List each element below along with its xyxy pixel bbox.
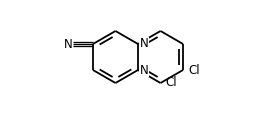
Text: Cl: Cl xyxy=(188,63,200,76)
Text: N: N xyxy=(140,38,148,51)
Text: N: N xyxy=(140,63,148,76)
Text: Cl: Cl xyxy=(165,76,177,89)
Text: N: N xyxy=(64,38,73,51)
